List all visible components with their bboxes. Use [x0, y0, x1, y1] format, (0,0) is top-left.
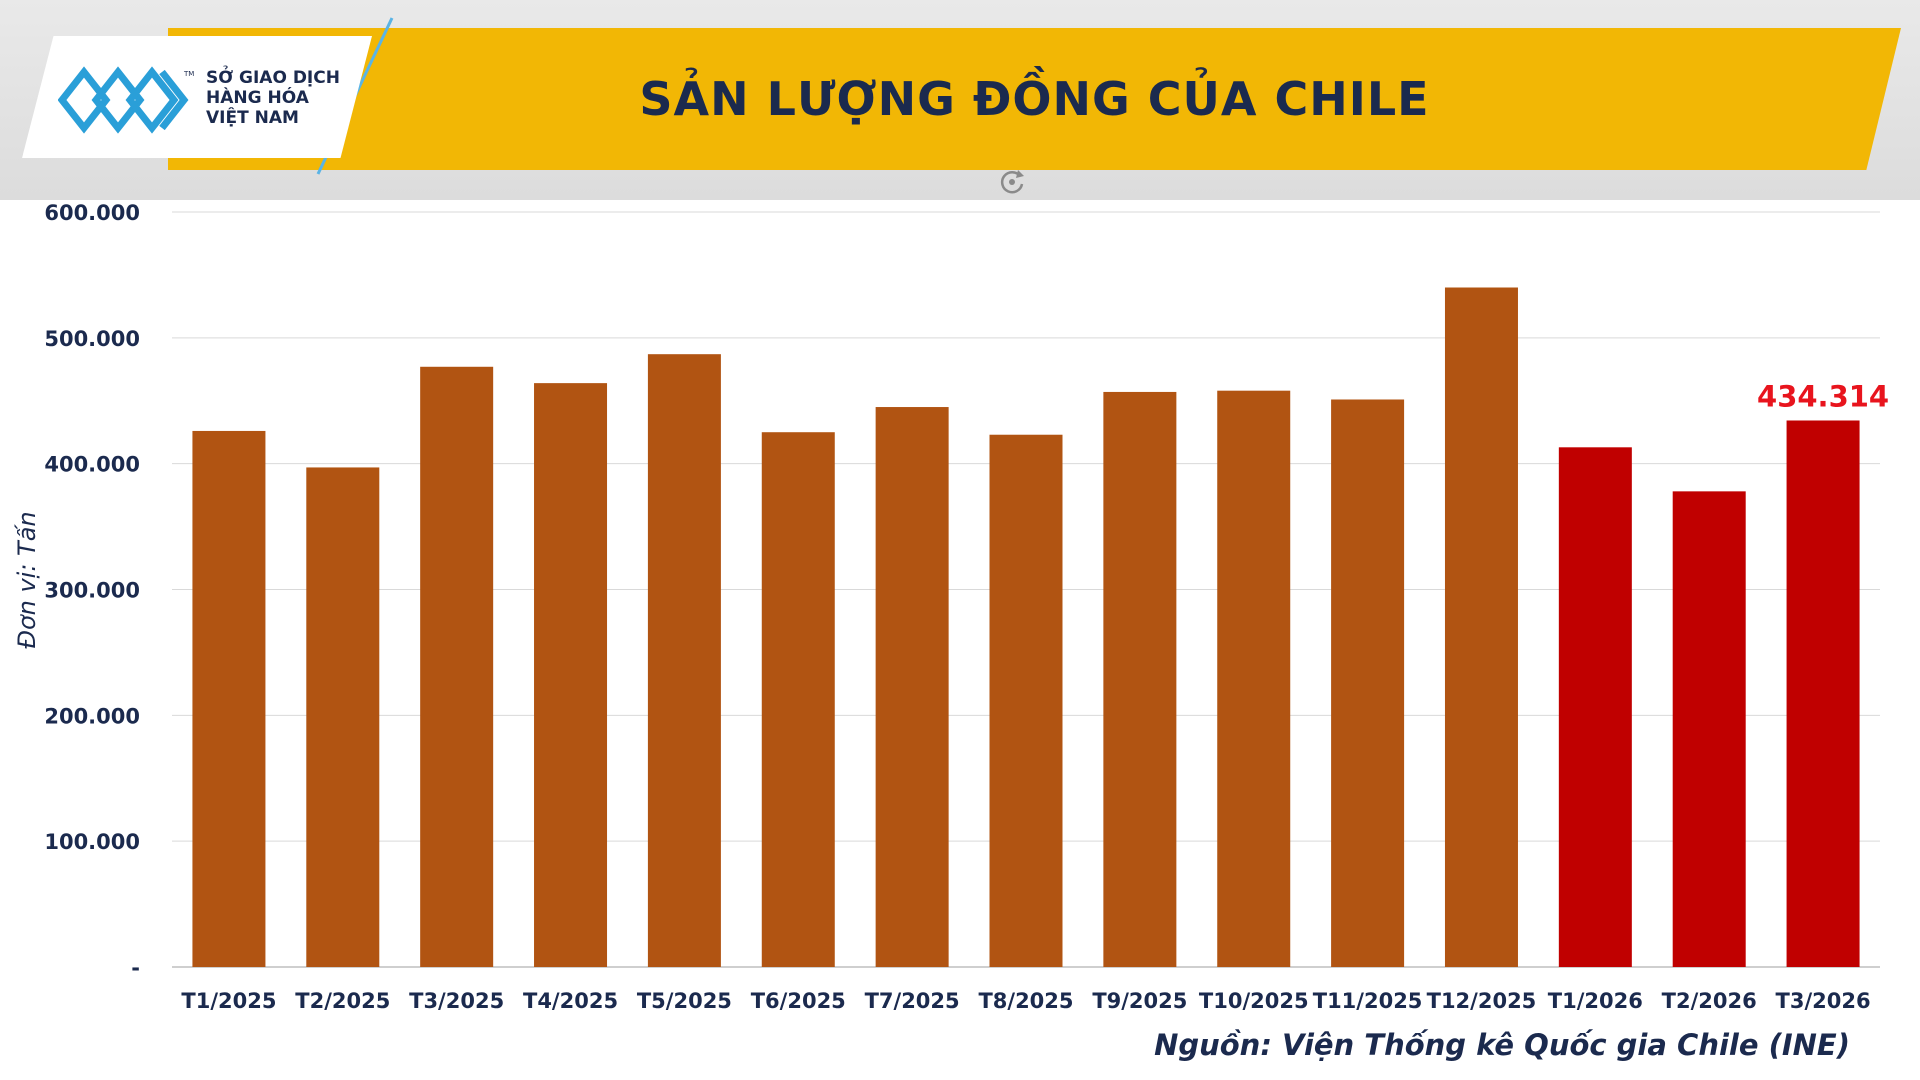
y-tick-label: 400.000 — [44, 453, 140, 477]
logo-text: SỞ GIAO DỊCH HÀNG HÓA VIỆT NAM — [206, 68, 376, 128]
bar-t10-2025 — [1217, 390, 1291, 967]
logo-tm: TM — [184, 70, 195, 78]
y-axis-ticks: - 100.000 200.000 300.000 400.000 500.000 600.… — [44, 201, 140, 980]
bar-t4-2025 — [534, 383, 608, 968]
data-label: 434.314 — [1757, 379, 1889, 413]
bar-t12-2025 — [1444, 287, 1518, 967]
x-tick-label: T6/2025 — [751, 989, 846, 1013]
x-tick-label: T1/2026 — [1548, 989, 1643, 1013]
bar-t1-2025 — [192, 430, 266, 967]
y-tick-label: 100.000 — [44, 830, 140, 854]
bar-t3-2026 — [1786, 420, 1860, 967]
bar-t11-2025 — [1331, 399, 1405, 967]
bar-t7-2025 — [875, 407, 949, 968]
title-banner — [168, 28, 1901, 170]
logo-line-1: SỞ GIAO DỊCH — [206, 68, 340, 88]
logo-mark-icon — [58, 66, 189, 134]
bar-t9-2025 — [1103, 391, 1177, 968]
x-tick-label: T2/2025 — [295, 989, 390, 1013]
logo-line-3: VIỆT NAM — [206, 108, 299, 128]
x-tick-label: T1/2025 — [181, 989, 276, 1013]
x-tick-label: T3/2025 — [409, 989, 504, 1013]
x-tick-label: T9/2025 — [1092, 989, 1187, 1013]
x-tick-label: T12/2025 — [1427, 989, 1537, 1013]
x-tick-label: T5/2025 — [637, 989, 732, 1013]
y-tick-label: 200.000 — [44, 704, 140, 728]
y-tick-label: 500.000 — [44, 327, 140, 351]
source-note: Nguồn: Viện Thống kê Quốc gia Chile (INE… — [1154, 1028, 1850, 1062]
y-tick-label: 600.000 — [44, 201, 140, 225]
logo-card — [22, 36, 372, 158]
x-tick-label: T3/2026 — [1776, 989, 1871, 1013]
data-labels: 434.314 — [1757, 379, 1889, 413]
bar-t3-2025 — [420, 366, 494, 967]
page-title: SẢN LƯỢNG ĐỒNG CỦA CHILE — [639, 72, 1430, 126]
y-tick-label: - — [131, 956, 140, 980]
logo-line-2: HÀNG HÓA — [206, 88, 309, 108]
bar-t1-2026 — [1558, 447, 1632, 967]
x-tick-label: T8/2025 — [978, 989, 1073, 1013]
bars — [192, 287, 1860, 968]
x-tick-label: T2/2026 — [1662, 989, 1757, 1013]
x-tick-label: T11/2025 — [1313, 989, 1423, 1013]
refresh-icon — [1000, 170, 1024, 194]
x-axis-ticks: T1/2025 T2/2025 T3/2025 T4/2025 T5/2025 T6/20… — [181, 989, 1870, 1013]
y-tick-label: 300.000 — [44, 579, 140, 603]
x-tick-label: T4/2025 — [523, 989, 618, 1013]
y-axis-label: Đơn vị: Tấn — [13, 511, 41, 649]
bar-t2-2025 — [306, 467, 380, 967]
x-tick-label: T7/2025 — [865, 989, 960, 1013]
bar-t8-2025 — [989, 434, 1063, 968]
bar-t2-2026 — [1672, 491, 1746, 967]
bar-t6-2025 — [761, 432, 835, 967]
bar-t5-2025 — [647, 354, 721, 968]
x-tick-label: T10/2025 — [1199, 989, 1309, 1013]
